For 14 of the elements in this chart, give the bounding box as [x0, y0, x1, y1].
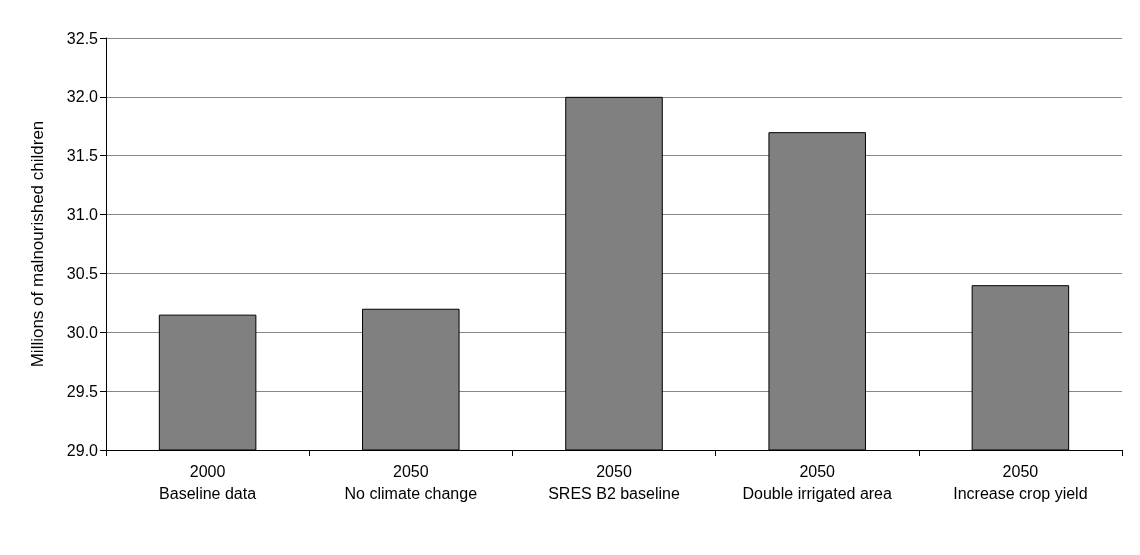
- y-tick-label: 30.0: [66, 323, 99, 341]
- x-tick-label: 2050 No climate change: [344, 462, 478, 502]
- x-tick-label: 2050 Double irrigated area: [742, 462, 893, 502]
- y-tick-label: 32.5: [66, 29, 99, 47]
- y-axis-title: Millions of malnourished children: [28, 120, 47, 368]
- y-tick-label: 32.0: [66, 88, 99, 106]
- y-tick-label: 29.5: [66, 382, 99, 400]
- x-tick-label: 2000 Baseline data: [159, 462, 257, 502]
- x-tick-label: 2050 SRES B2 baseline: [548, 462, 680, 502]
- y-tick-label: 31.0: [66, 206, 99, 224]
- y-tick-label: 29.0: [66, 441, 99, 459]
- y-tick-label: 31.5: [66, 147, 99, 165]
- x-tick-label: 2050 Increase crop yield: [953, 462, 1088, 502]
- y-tick-label: 30.5: [66, 264, 99, 282]
